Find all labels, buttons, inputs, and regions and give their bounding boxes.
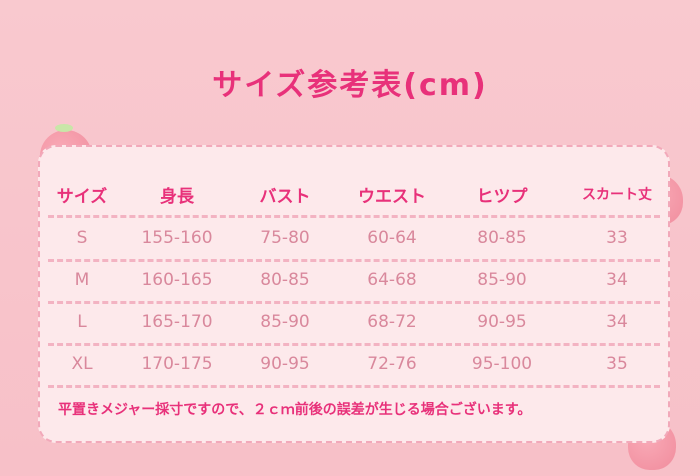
header-skirt-length: スカート丈 [582,187,652,203]
cell-bust: 85-90 [260,312,310,332]
table-row: M 160-165 80-85 64-68 85-90 34 [48,259,660,304]
cell-waist: 60-64 [367,228,417,248]
cell-size: XL [71,354,93,374]
header-size: サイズ [56,186,108,207]
header-waist: ウエスト [358,186,426,207]
cell-hip: 90-95 [477,312,527,332]
cell-waist: 64-68 [367,270,417,290]
cell-height: 160-165 [141,270,213,290]
table-row: XL 170-175 90-95 72-76 95-100 35 [48,343,660,388]
header-bust: バスト [259,186,311,207]
cell-size: M [74,270,90,290]
table-row: L 165-170 85-90 68-72 90-95 34 [48,301,660,346]
measurement-note: 平置きメジャー採寸ですので、２ｃｍ前後の誤差が生じる場合ございます。 [58,402,532,418]
size-table: サイズ 身長 バスト ウエスト ヒツプ スカート丈 S 155-160 75-80 6… [38,145,670,443]
cell-bust: 90-95 [260,354,310,374]
cell-waist: 68-72 [367,312,417,332]
header-hip: ヒツプ [476,186,528,207]
header-height: 身長 [160,186,194,207]
table-row: S 155-160 75-80 60-64 80-85 33 [48,217,660,262]
cell-height: 155-160 [141,228,213,248]
cell-hip: 95-100 [471,354,533,374]
cell-height: 165-170 [141,312,213,332]
cell-bust: 80-85 [260,270,310,290]
cell-waist: 72-76 [367,354,417,374]
cell-height: 170-175 [141,354,213,374]
cell-hip: 80-85 [477,228,527,248]
cell-size: S [76,228,88,248]
table-header: サイズ 身長 バスト ウエスト ヒツプ スカート丈 [48,173,660,218]
leaf-decoration-icon [55,124,73,132]
cell-skirt-length: 33 [606,228,628,248]
cell-hip: 85-90 [477,270,527,290]
cell-size: L [77,312,87,332]
cell-bust: 75-80 [260,228,310,248]
page-title: サイズ参考表(cm) [212,68,488,103]
cell-skirt-length: 34 [606,270,628,290]
cell-skirt-length: 34 [606,312,628,332]
cell-skirt-length: 35 [606,354,628,374]
